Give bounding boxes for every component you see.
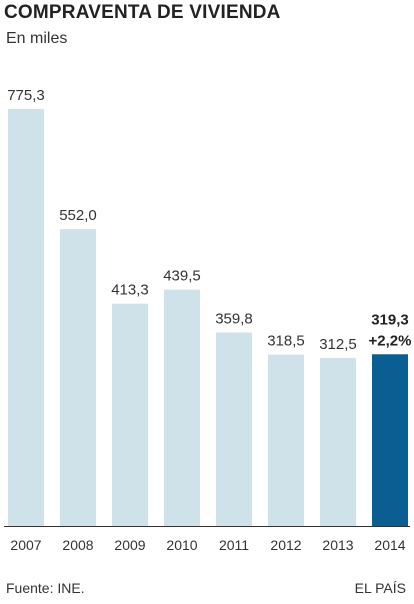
data-label-2012: 318,5 bbox=[267, 333, 305, 350]
bar-2014 bbox=[372, 354, 408, 526]
change-annotation: +2,2% bbox=[369, 332, 412, 349]
data-label-2013: 312,5 bbox=[319, 336, 357, 353]
data-label-2011: 359,8 bbox=[215, 310, 253, 327]
x-tick-label-2012: 2012 bbox=[270, 537, 301, 553]
x-tick-label-2009: 2009 bbox=[114, 537, 145, 553]
bar-2008 bbox=[60, 229, 96, 526]
bar-2012 bbox=[268, 354, 304, 526]
x-tick-label-2013: 2013 bbox=[322, 537, 353, 553]
publisher-brand: EL PAÍS bbox=[354, 580, 406, 596]
bar-2009 bbox=[112, 303, 148, 526]
data-label-2010: 439,5 bbox=[163, 268, 201, 285]
x-tick-label-2007: 2007 bbox=[10, 537, 41, 553]
data-label-2008: 552,0 bbox=[59, 207, 97, 224]
data-label-2009: 413,3 bbox=[111, 282, 149, 299]
x-tick-label-2010: 2010 bbox=[166, 537, 197, 553]
bar-2007 bbox=[8, 109, 44, 526]
source-note: Fuente: INE. bbox=[6, 580, 85, 596]
chart-subtitle: En miles bbox=[6, 30, 68, 47]
bar-2010 bbox=[164, 289, 200, 526]
x-tick-label-2014: 2014 bbox=[374, 537, 405, 553]
bar-2011 bbox=[216, 332, 252, 526]
x-tick-label-2011: 2011 bbox=[219, 537, 249, 553]
data-label-2007: 775,3 bbox=[7, 87, 45, 104]
data-label-2014: 319,3 bbox=[371, 311, 409, 328]
x-tick-label-2008: 2008 bbox=[62, 537, 93, 553]
chart-title: COMPRAVENTA DE VIVIENDA bbox=[4, 2, 281, 23]
bar-2013 bbox=[320, 357, 356, 526]
